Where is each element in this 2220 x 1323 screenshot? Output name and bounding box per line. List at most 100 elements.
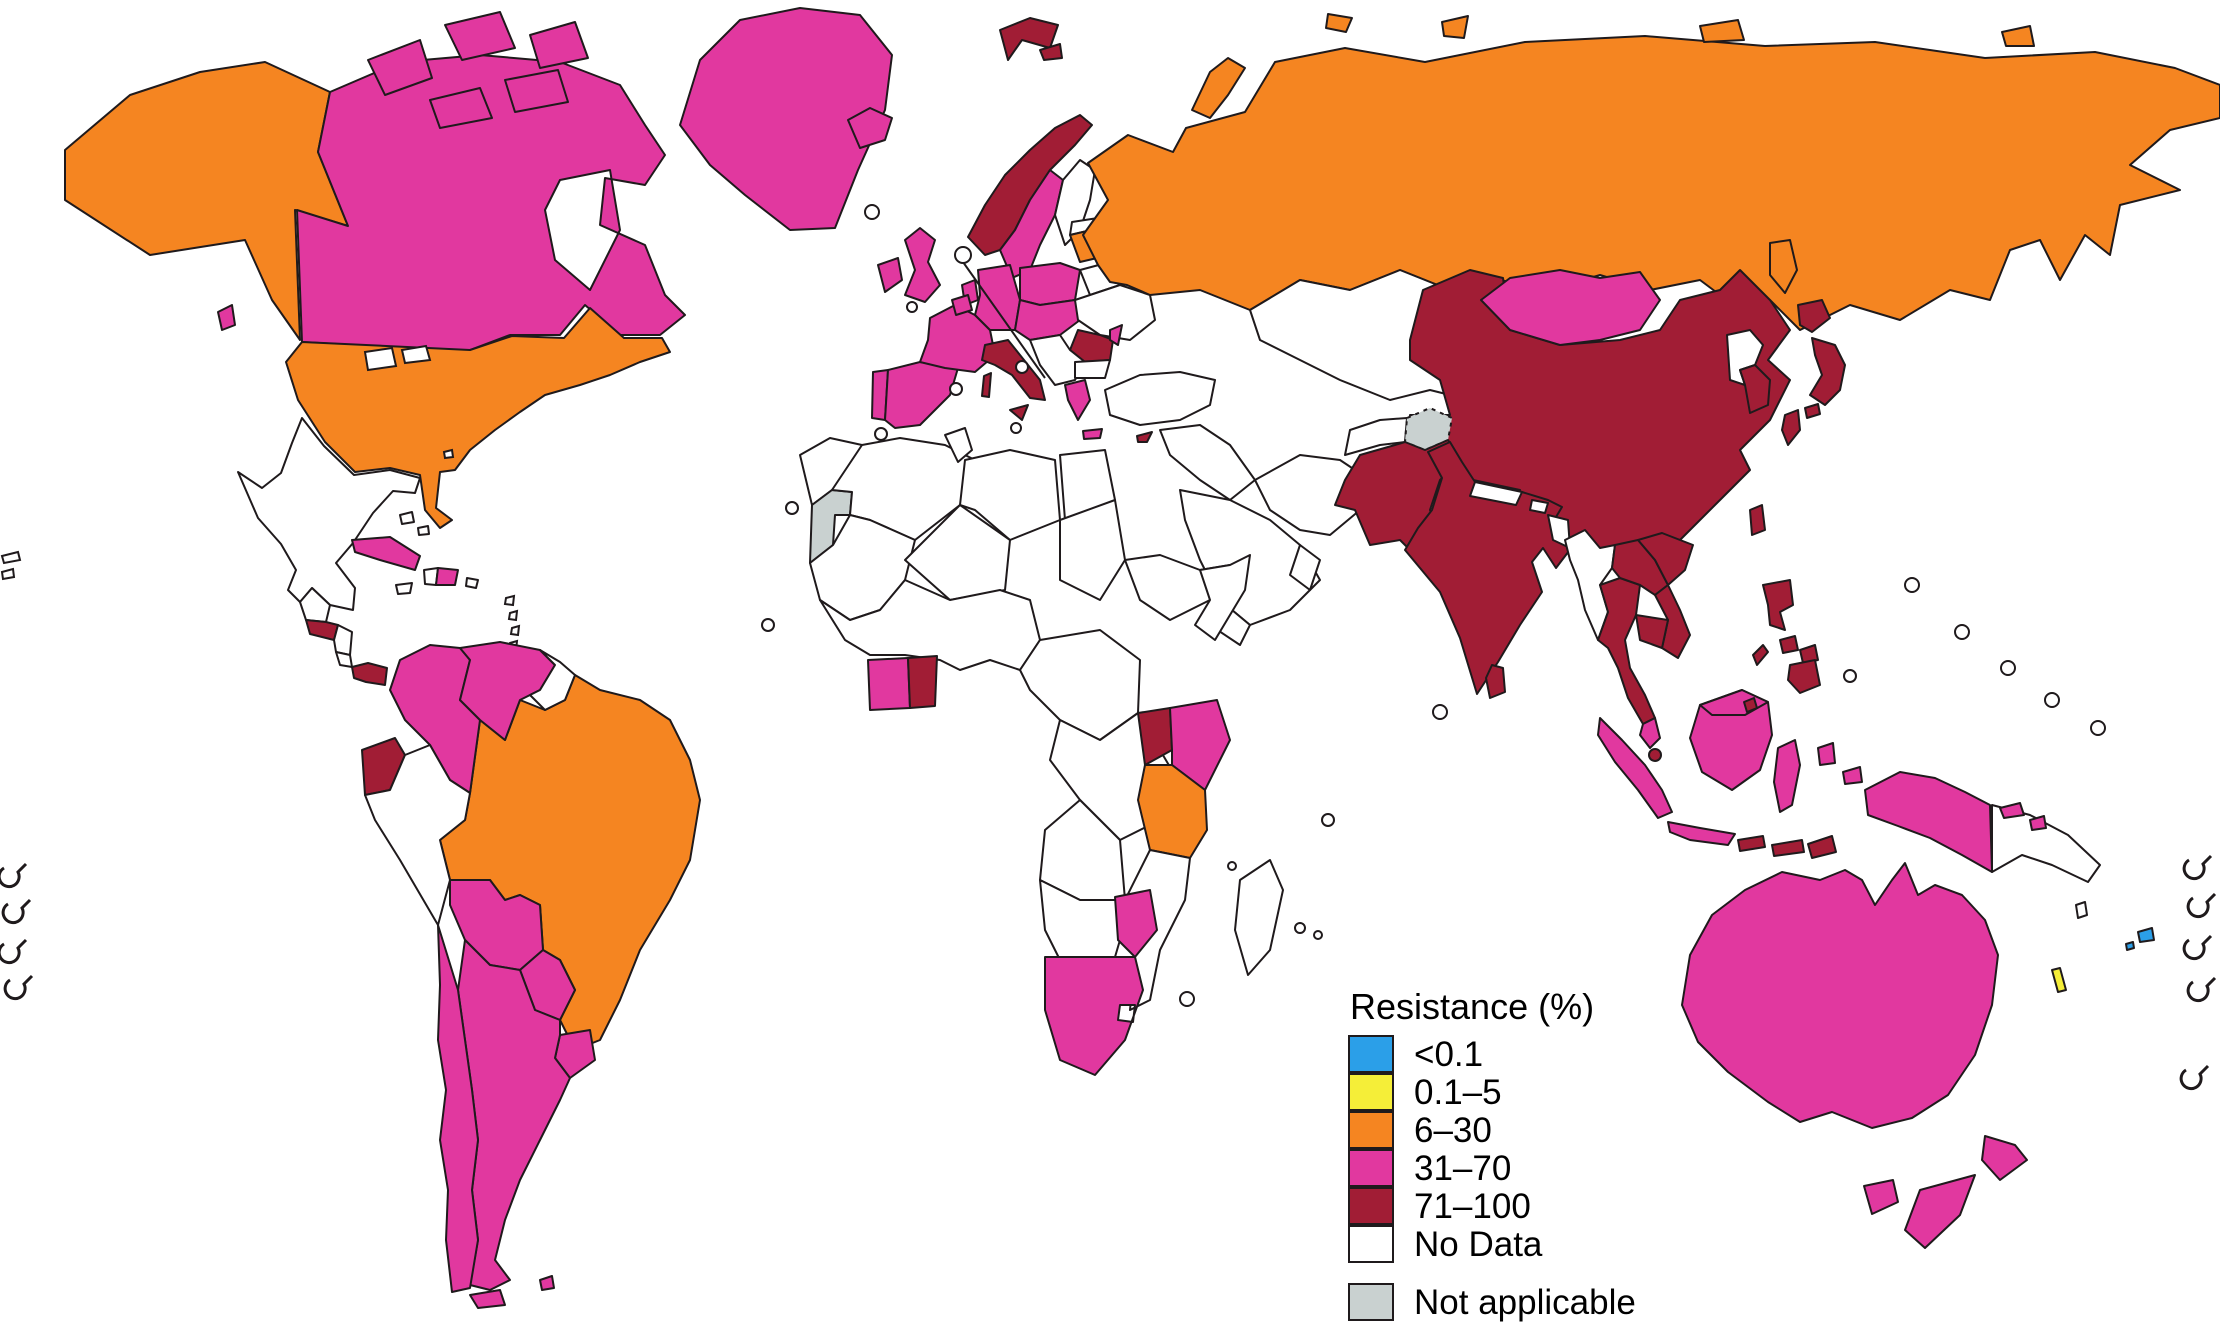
region-ireland <box>877 257 903 293</box>
region-dominican-republic <box>435 567 459 586</box>
region-brunei <box>1743 697 1758 713</box>
region-south-africa <box>1044 956 1144 1076</box>
region-taiwan <box>1749 504 1766 536</box>
hawaii-islets <box>0 550 22 581</box>
legend-rows: <0.1 0.1–5 6–30 31–70 71–100 No Data Not appli… <box>1348 1035 1636 1322</box>
region-vanuatu <box>2075 901 2088 919</box>
legend-item: Not applicable <box>1348 1283 1636 1322</box>
region-chile <box>437 924 479 1293</box>
region-turkey <box>1104 371 1216 426</box>
region-ukraine <box>1074 284 1156 341</box>
region-new-siberian <box>1699 19 1745 43</box>
legend-swatch <box>1348 1225 1394 1263</box>
region-bahamas <box>399 511 430 536</box>
region-canada <box>296 54 686 351</box>
region-moldova <box>1109 324 1123 346</box>
region-zimbabwe <box>1114 889 1158 958</box>
legend-swatch <box>1348 1073 1394 1111</box>
region-sardinia <box>981 372 992 398</box>
region-falklands <box>539 1275 555 1291</box>
region-syria-iraq <box>1159 424 1256 501</box>
region-japan-shikoku <box>1804 403 1821 419</box>
region-palawan <box>1752 644 1769 666</box>
region-madagascar <box>1234 859 1284 976</box>
region-sulawesi <box>1773 739 1801 813</box>
region-fiji <box>2125 941 2135 951</box>
region-benelux <box>951 294 973 316</box>
region-solomon-islands <box>2029 815 2047 831</box>
region-nicaragua <box>333 624 353 656</box>
region-sicily <box>1009 404 1029 421</box>
region-new-caledonia <box>2051 967 2067 993</box>
microstate-circle <box>954 246 972 264</box>
legend-swatch <box>1348 1035 1394 1073</box>
legend-label: 6–30 <box>1414 1111 1492 1150</box>
legend-swatch <box>1348 1283 1394 1321</box>
region-guianas <box>529 649 576 711</box>
region-novaya-zemlya <box>1191 57 1246 119</box>
legend-label: No Data <box>1414 1225 1543 1264</box>
legend-label: 71–100 <box>1414 1187 1531 1226</box>
region-tunisia <box>944 427 973 463</box>
legend-item: No Data <box>1348 1225 1636 1264</box>
legend-swatch <box>1348 1111 1394 1149</box>
region-germany <box>974 264 1021 331</box>
region-south-korea <box>1739 364 1771 414</box>
region-uk <box>904 227 941 303</box>
lesser-antilles <box>503 594 521 652</box>
region-oman <box>1289 544 1321 591</box>
region-cambodia <box>1635 614 1669 649</box>
region-japan-honshu <box>1809 337 1846 406</box>
region-finland <box>1054 159 1096 246</box>
region-new-zealand <box>1981 1135 2028 1181</box>
region-nepal <box>1469 481 1523 506</box>
legend-item: 31–70 <box>1348 1149 1636 1188</box>
region-cuba <box>351 536 421 571</box>
region-vietnam <box>1637 532 1694 659</box>
legend-swatch <box>1348 1149 1394 1187</box>
small-island-circles <box>761 204 2106 1007</box>
legend-item: <0.1 <box>1348 1035 1636 1074</box>
region-peru <box>364 744 471 926</box>
region-vancouver-island <box>217 304 236 331</box>
edge-atolls <box>0 854 2217 1091</box>
region-panama <box>351 662 388 686</box>
region-russia <box>1082 35 2220 331</box>
region-japan-hokkaido <box>1797 299 1831 333</box>
bermuda <box>442 448 455 460</box>
region-italy <box>981 339 1046 401</box>
region-colombia <box>389 644 481 794</box>
legend-label: <0.1 <box>1414 1035 1484 1074</box>
region-sumatra <box>1597 717 1673 819</box>
region-fiji <box>2137 927 2155 943</box>
legend-label: 0.1–5 <box>1414 1073 1502 1112</box>
legend-item: 71–100 <box>1348 1187 1636 1226</box>
region-franz-josef <box>1325 13 1353 33</box>
legend-item: 0.1–5 <box>1348 1073 1636 1112</box>
legend-label: 31–70 <box>1414 1149 1512 1188</box>
region-greece <box>1064 379 1091 421</box>
region-australia <box>1681 862 1999 1129</box>
legend-label: Not applicable <box>1414 1283 1636 1322</box>
great-lake-2 <box>400 344 432 365</box>
region-java <box>1667 821 1736 846</box>
region-tanzania <box>1137 764 1208 859</box>
region-tasmania <box>1863 1179 1899 1215</box>
region-costa-rica <box>335 651 353 668</box>
region-philippines <box>1799 644 1819 664</box>
leader-line <box>962 261 1046 379</box>
region-uganda <box>1137 707 1173 766</box>
region-sudan <box>1059 499 1126 601</box>
region-guatemala <box>299 587 331 623</box>
region-lesser-sunda <box>1737 835 1766 852</box>
region-bhutan <box>1529 499 1549 514</box>
great-lake-1 <box>363 346 398 372</box>
region-malaysia <box>1639 717 1661 749</box>
region-canadian-arctic <box>367 11 589 129</box>
legend: Resistance (%) <0.1 0.1–5 6–30 31–70 71–100 N… <box>1348 986 1636 1322</box>
region-cyprus <box>1136 431 1153 443</box>
region-solomon-islands <box>1999 802 2025 819</box>
region-west-papua <box>1864 771 1993 873</box>
region-mongolia <box>1480 269 1661 346</box>
